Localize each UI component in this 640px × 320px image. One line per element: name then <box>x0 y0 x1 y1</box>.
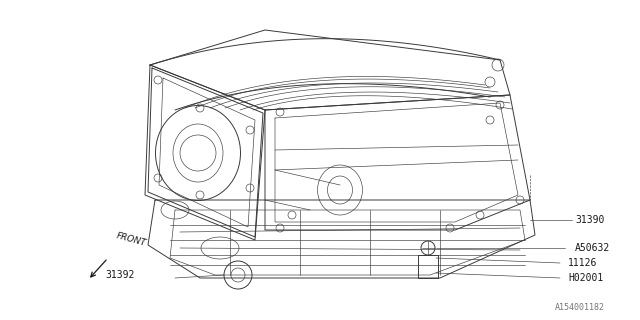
Text: A50632: A50632 <box>575 243 611 253</box>
Text: 31392: 31392 <box>105 270 134 280</box>
Text: H02001: H02001 <box>568 273 604 283</box>
Text: 11126: 11126 <box>568 258 597 268</box>
Text: 31390: 31390 <box>575 215 604 225</box>
Text: A154001182: A154001182 <box>555 303 605 312</box>
Text: FRONT: FRONT <box>115 231 147 248</box>
